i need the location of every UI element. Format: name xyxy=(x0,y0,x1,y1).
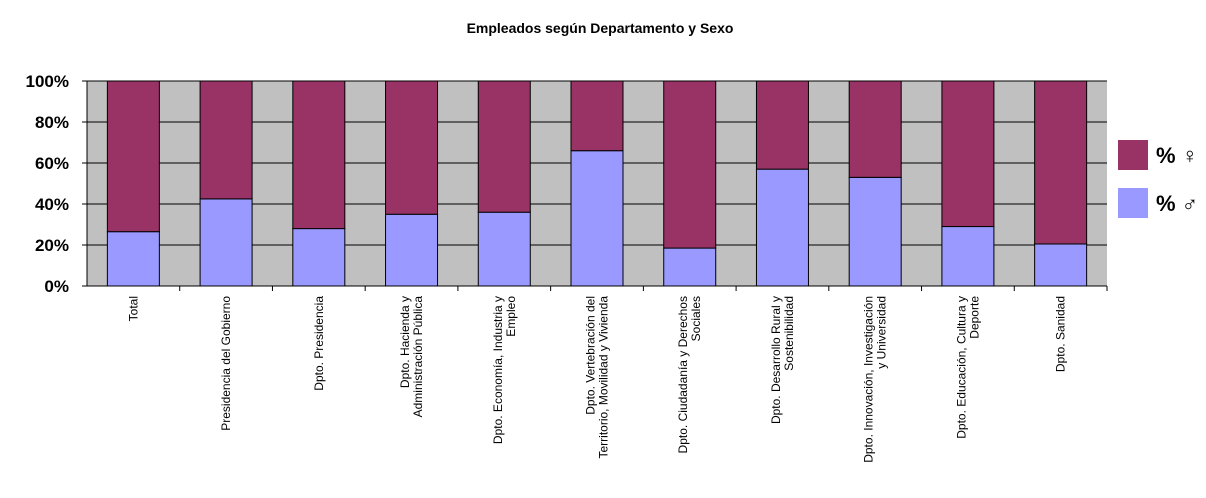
bar-segment xyxy=(199,80,253,200)
legend-label: % ♀ xyxy=(1156,143,1198,168)
x-tick-label: Presidencia del Gobierno xyxy=(219,296,233,431)
bar-segment xyxy=(663,80,717,249)
bar-segment xyxy=(755,168,809,287)
x-tick-label: Dpto. Desarrollo Rural ySostenibilidad xyxy=(769,296,796,424)
chart-title: Empleados según Departamento y Sexo xyxy=(467,20,734,36)
x-tick-label: Dpto. Economía, Industria yEmpleo xyxy=(491,296,518,444)
legend-label: % ♂ xyxy=(1156,191,1198,216)
x-tick-label: Dpto. Innovación, Investigacióny Univers… xyxy=(862,296,889,463)
legend-swatch xyxy=(1118,140,1148,170)
bar-segment xyxy=(1034,243,1088,287)
x-tick-label: Total xyxy=(126,296,140,321)
bar-segment xyxy=(1034,80,1088,245)
bar-segment xyxy=(385,213,439,287)
y-tick-label: 40% xyxy=(35,195,69,214)
bar-segment xyxy=(848,176,902,287)
bar-segment xyxy=(570,150,624,287)
bar-segment xyxy=(848,80,902,178)
x-tick-label: Dpto. Ciudadanía y DerechosSociales xyxy=(676,296,703,453)
bar-segment xyxy=(477,211,531,287)
bar-segment xyxy=(199,198,253,287)
bar-segment xyxy=(292,80,346,230)
y-tick-label: 80% xyxy=(35,113,69,132)
bar-segment xyxy=(292,228,346,287)
bar-segment xyxy=(941,226,995,287)
y-tick-label: 0% xyxy=(44,277,69,296)
bar-segment xyxy=(663,247,717,287)
x-tick-label: Dpto. Hacienda yAdministración Pública xyxy=(398,296,425,418)
bar-segment xyxy=(106,231,160,287)
y-tick-label: 60% xyxy=(35,154,69,173)
bar-segment xyxy=(106,80,160,233)
x-tick-label: Dpto. Sanidad xyxy=(1054,296,1068,372)
bar-segment xyxy=(755,80,809,170)
x-tick-label: Dpto. Vertebración delTerritorio, Movili… xyxy=(584,296,611,459)
bar-segment xyxy=(477,80,531,213)
x-tick-label: Dpto. Educación, Cultura yDeporte xyxy=(954,296,981,439)
bar-segment xyxy=(941,80,995,228)
y-tick-label: 20% xyxy=(35,236,69,255)
bar-segment xyxy=(385,80,439,215)
x-tick-label: Dpto. Presidencia xyxy=(312,296,326,391)
bar-segment xyxy=(570,80,624,152)
legend-swatch xyxy=(1118,188,1148,218)
y-tick-label: 100% xyxy=(26,72,69,91)
